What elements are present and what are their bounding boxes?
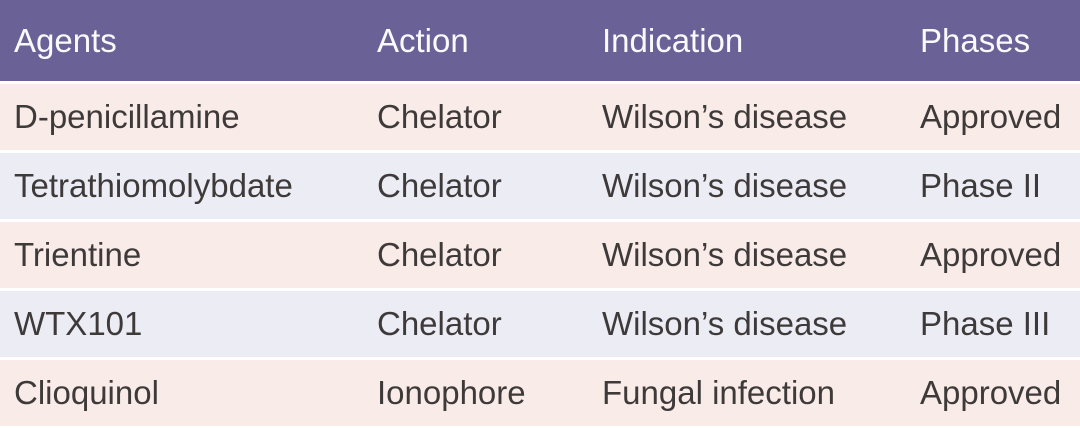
cell-agent: Trientine — [0, 222, 363, 291]
cell-indication: Fungal infection — [588, 360, 906, 428]
table-body: D-penicillamine Chelator Wilson’s disease A… — [0, 84, 1080, 428]
table-row: WTX101 Chelator Wilson’s disease Phase III — [0, 291, 1080, 360]
cell-phase: Approved — [906, 360, 1080, 428]
cell-indication: Wilson’s disease — [588, 153, 906, 222]
table-row: D-penicillamine Chelator Wilson’s disease A… — [0, 84, 1080, 153]
cell-action: Ionophore — [363, 360, 588, 428]
cell-indication: Wilson’s disease — [588, 291, 906, 360]
cell-agent: D-penicillamine — [0, 84, 363, 153]
cell-indication: Wilson’s disease — [588, 222, 906, 291]
cell-phase: Approved — [906, 84, 1080, 153]
column-header-phases: Phases — [906, 0, 1080, 84]
cell-phase: Phase III — [906, 291, 1080, 360]
cell-phase: Approved — [906, 222, 1080, 291]
column-header-agents: Agents — [0, 0, 363, 84]
cell-action: Chelator — [363, 153, 588, 222]
table-row: Trientine Chelator Wilson’s disease Approve… — [0, 222, 1080, 291]
cell-action: Chelator — [363, 291, 588, 360]
table-header: Agents Action Indication Phases — [0, 0, 1080, 84]
column-header-action: Action — [363, 0, 588, 84]
cell-indication: Wilson’s disease — [588, 84, 906, 153]
cell-agent: Clioquinol — [0, 360, 363, 428]
column-header-indication: Indication — [588, 0, 906, 84]
cell-phase: Phase II — [906, 153, 1080, 222]
cell-action: Chelator — [363, 84, 588, 153]
cell-action: Chelator — [363, 222, 588, 291]
table-header-row: Agents Action Indication Phases — [0, 0, 1080, 84]
cell-agent: WTX101 — [0, 291, 363, 360]
table-row: Clioquinol Ionophore Fungal infection Appro… — [0, 360, 1080, 428]
table-row: Tetrathiomolybdate Chelator Wilson’s disea… — [0, 153, 1080, 222]
cell-agent: Tetrathiomolybdate — [0, 153, 363, 222]
